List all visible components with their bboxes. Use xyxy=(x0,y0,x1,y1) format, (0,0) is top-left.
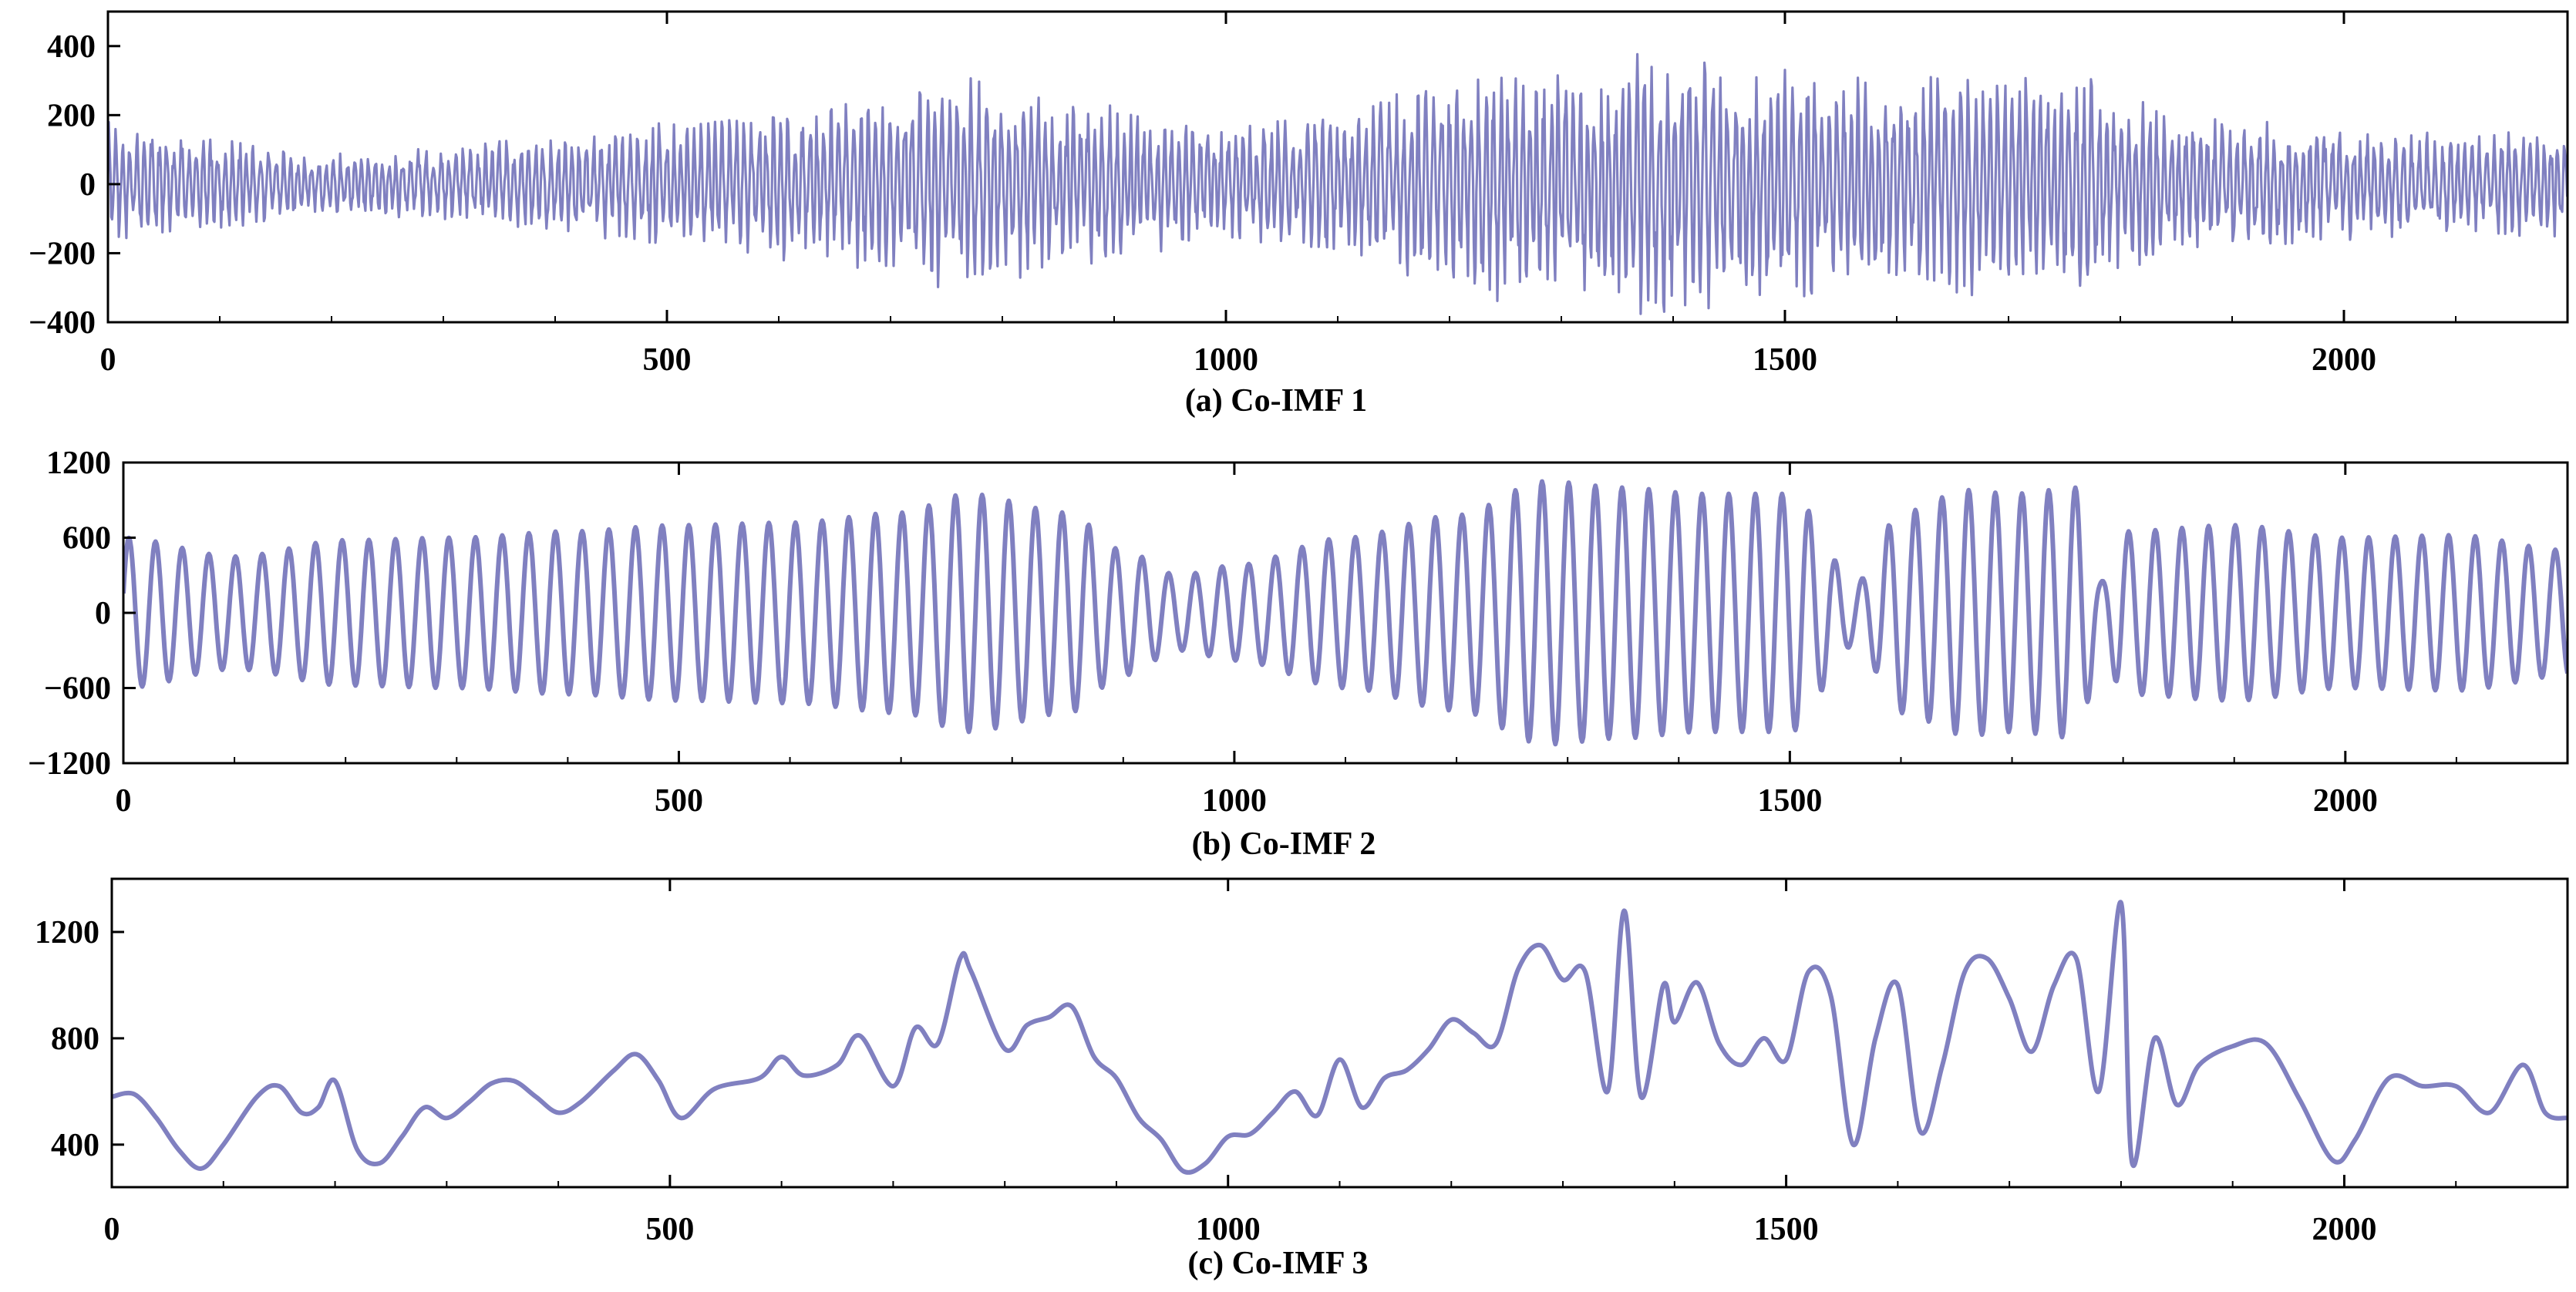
y-tick-label: 400 xyxy=(47,29,96,65)
x-tick-label: 1000 xyxy=(1194,342,1258,378)
x-tick-label: 500 xyxy=(643,342,692,378)
y-tick-label: 0 xyxy=(79,167,96,203)
x-tick-label: 500 xyxy=(645,1212,694,1247)
y-tick-label: 1200 xyxy=(46,446,111,481)
x-tick-label: 2000 xyxy=(2312,342,2376,378)
x-tick-label: 1500 xyxy=(1757,783,1822,819)
chart-panel-2: 0 500 1000 1500 2000 −1200 −600 0 600 1200 (b) Co-… xyxy=(28,446,2569,862)
y-tick-label: −400 xyxy=(29,305,96,341)
x-tick-label: 1000 xyxy=(1196,1212,1261,1247)
x-tick-label: 1000 xyxy=(1202,783,1267,819)
x-tick-label: 1500 xyxy=(1754,1212,1819,1247)
chart-panel-3: 0 500 1000 1500 2000 400 800 1200 (c) Co-IMF 3 xyxy=(35,877,2569,1281)
series-line xyxy=(108,52,2568,315)
y-tick-label: 600 xyxy=(62,521,111,557)
series-line xyxy=(112,900,2568,1175)
x-tick-label: 0 xyxy=(116,783,132,819)
x-tick-label: 0 xyxy=(104,1212,120,1247)
y-tick-label: −200 xyxy=(29,236,96,271)
y-tick-label: 200 xyxy=(47,98,96,133)
panel-caption: (a) Co-IMF 1 xyxy=(1185,383,1367,419)
y-tick-label: −1200 xyxy=(28,746,111,782)
y-tick-label: 0 xyxy=(95,596,111,631)
y-tick-label: 800 xyxy=(51,1021,99,1057)
chart-panel-1: 0 500 1000 1500 2000 −400 −200 0 200 400 (a) Co-IM… xyxy=(29,10,2569,419)
x-tick-label: 0 xyxy=(100,342,116,378)
series-line xyxy=(123,479,2568,747)
y-tick-label: −600 xyxy=(44,671,111,707)
y-tick-label: 400 xyxy=(51,1128,99,1163)
panel-caption: (c) Co-IMF 3 xyxy=(1187,1246,1368,1281)
x-tick-label: 500 xyxy=(655,783,703,819)
x-tick-label: 2000 xyxy=(2312,1212,2376,1247)
y-tick-label: 1200 xyxy=(35,915,99,950)
x-tick-label: 2000 xyxy=(2313,783,2378,819)
plot-frame xyxy=(110,877,2569,1189)
x-tick-label: 1500 xyxy=(1753,342,1817,378)
panel-caption: (b) Co-IMF 2 xyxy=(1192,826,1376,862)
